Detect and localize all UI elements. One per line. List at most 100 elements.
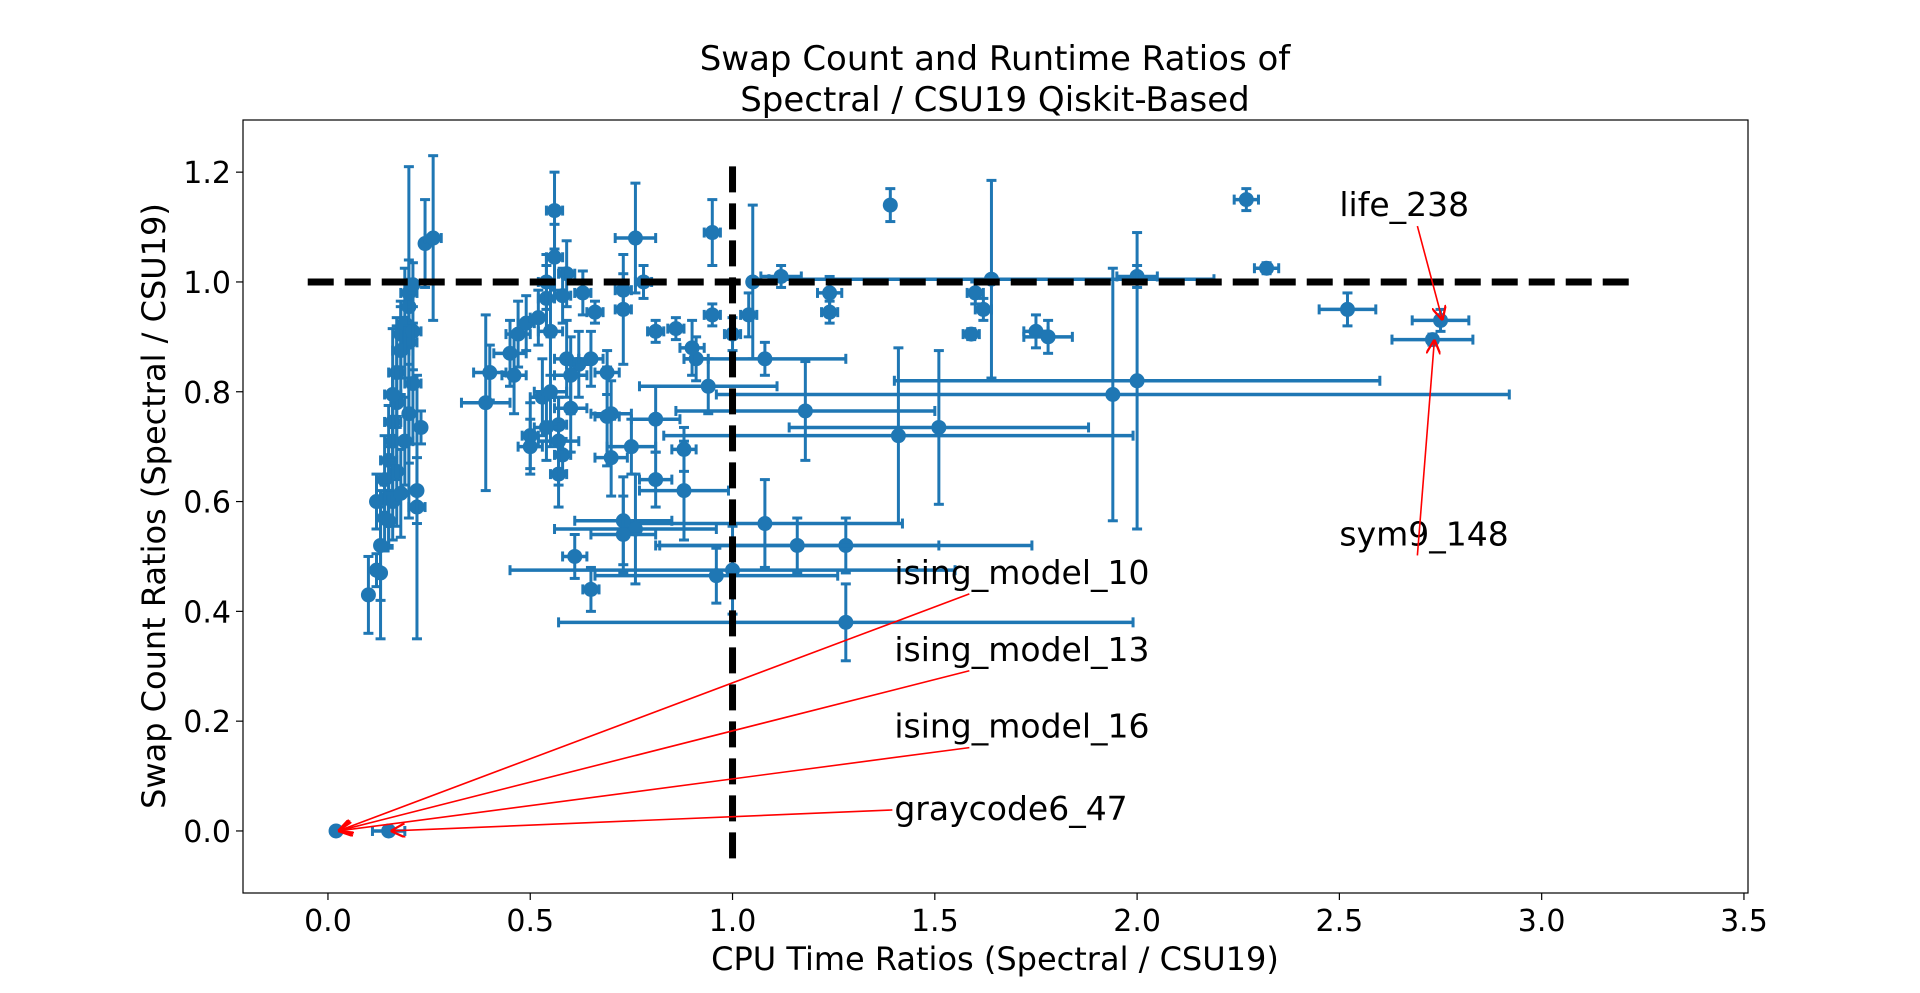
- data-point-71: [739, 291, 759, 339]
- marker: [704, 225, 720, 241]
- marker: [1259, 260, 1275, 276]
- marker: [648, 411, 664, 427]
- data-point-63: [557, 582, 1135, 663]
- data-point-31: [383, 327, 403, 462]
- marker: [757, 351, 773, 367]
- marker: [797, 403, 813, 419]
- x-tick-label: 1.0: [709, 904, 757, 939]
- data-point-110: [573, 269, 593, 317]
- x-tick-label: 3.0: [1518, 904, 1566, 939]
- marker: [583, 581, 599, 597]
- marker: [547, 249, 563, 265]
- data-point-38: [613, 181, 658, 295]
- annotation-label: ising_model_16: [894, 707, 1149, 746]
- annotation-arrow: [338, 746, 970, 831]
- y-tick-label: 1.2: [183, 156, 231, 191]
- chart-title-line-1: Swap Count and Runtime Ratios of: [700, 39, 1292, 79]
- data-point-9: [409, 456, 425, 526]
- marker: [1238, 192, 1254, 208]
- marker: [838, 614, 854, 630]
- y-tick-label: 0.4: [183, 595, 231, 630]
- marker: [789, 537, 805, 553]
- marker: [393, 485, 409, 501]
- data-point-93: [581, 565, 601, 613]
- marker: [700, 378, 716, 394]
- marker: [882, 197, 898, 213]
- plot-area: life_238 sym9_148 ising_model_10 ising_mode…: [307, 154, 1631, 859]
- marker: [360, 587, 376, 603]
- data-point-37: [702, 198, 722, 267]
- chart-title-line-2: Spectral / CSU19 Qiskit-Based: [740, 80, 1250, 120]
- data-point-115: [577, 329, 605, 388]
- annotation-label: sym9_148: [1339, 514, 1508, 553]
- marker: [648, 323, 664, 339]
- marker: [409, 483, 425, 499]
- marker: [538, 419, 554, 435]
- marker: [599, 365, 615, 381]
- data-point-79: [637, 450, 674, 509]
- marker: [603, 450, 619, 466]
- data-point-87: [593, 417, 629, 498]
- marker: [890, 428, 906, 444]
- data-point-33: [373, 489, 389, 602]
- marker: [676, 483, 692, 499]
- annotation-label: graycode6_47: [894, 789, 1127, 828]
- marker: [648, 472, 664, 488]
- data-point-40: [1232, 187, 1260, 213]
- marker: [369, 562, 385, 578]
- data-point-78: [670, 425, 698, 473]
- marker: [587, 304, 603, 320]
- marker: [931, 419, 947, 435]
- marker: [575, 285, 591, 301]
- data-point-70: [702, 302, 722, 328]
- data-point-100: [516, 417, 544, 476]
- data-point-120: [492, 318, 528, 388]
- x-tick-label: 1.5: [911, 904, 959, 939]
- marker: [1424, 332, 1440, 348]
- marker: [676, 441, 692, 457]
- x-tick-label: 2.0: [1113, 904, 1161, 939]
- annotation-label: ising_model_13: [894, 630, 1149, 669]
- y-tick-label: 0.2: [183, 705, 231, 740]
- y-axis: 0.0 0.2 0.4 0.6 0.8 1.0 1.2: [183, 156, 243, 850]
- marker: [963, 326, 979, 342]
- data-point-7: [423, 154, 443, 322]
- y-tick-label: 0.0: [183, 815, 231, 850]
- marker: [530, 310, 546, 326]
- marker: [623, 439, 639, 455]
- data-point-53: [1022, 318, 1074, 355]
- data-point-39: [882, 187, 898, 224]
- data-point-10: [413, 409, 429, 446]
- marker: [482, 365, 498, 381]
- annotation-label: ising_model_10: [894, 553, 1149, 592]
- data-point-32: [381, 491, 397, 550]
- marker: [373, 537, 389, 553]
- data-point-67: [593, 546, 840, 605]
- annotation-arrow: [391, 809, 893, 831]
- data-point-60: [662, 346, 1135, 526]
- x-tick-label: 0.5: [506, 904, 554, 939]
- marker: [510, 326, 526, 342]
- data-point-34: [369, 552, 385, 589]
- marker: [668, 321, 684, 337]
- marker: [542, 323, 558, 339]
- data-point-90: [613, 253, 633, 366]
- marker: [975, 301, 991, 317]
- marker: [425, 230, 441, 246]
- y-axis-label: Swap Count Ratios (Spectral / CSU19): [135, 203, 173, 809]
- marker: [1129, 373, 1145, 389]
- marker: [704, 307, 720, 323]
- data-point-92: [561, 532, 589, 580]
- data-point-72: [637, 357, 779, 416]
- data-point-76: [678, 318, 706, 377]
- data-point-64: [654, 516, 941, 575]
- data-point-80: [629, 384, 682, 454]
- marker: [413, 419, 429, 435]
- x-tick-label: 3.5: [1720, 904, 1768, 939]
- data-point-74: [666, 316, 686, 342]
- marker: [502, 345, 518, 361]
- marker: [563, 367, 579, 383]
- marker: [741, 307, 757, 323]
- plot-frame: [242, 119, 1749, 894]
